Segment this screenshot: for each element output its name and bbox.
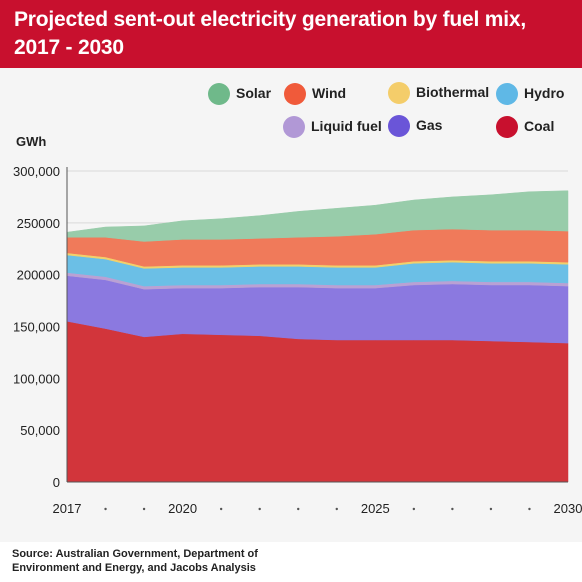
legend-swatch-wind [284,83,306,105]
legend-label-wind: Wind [312,85,347,101]
legend-swatch-liquid-fuel [283,116,305,138]
source-line-2: Environment and Energy, and Jacobs Analy… [12,562,256,574]
y-tick-label-1: 50,000 [20,423,60,438]
x-minor-tick-2 [142,507,146,511]
legend-label-biothermal: Biothermal [416,84,490,100]
legend-swatch-solar [208,83,230,105]
legend-label-liquid-fuel: Liquid fuel [311,118,382,134]
x-tick-label-2: 2025 [361,501,390,516]
x-minor-tick-1 [104,507,107,511]
source-line-1: Source: Australian Government, Departmen… [12,548,258,560]
area-solar [66,190,569,242]
legend-swatch-hydro [496,83,518,105]
legend-label-solar: Solar [236,85,272,101]
x-minor-tick-3 [181,507,184,511]
area-coal [66,320,569,483]
x-tick-label-1: 2020 [168,501,197,516]
y-tick-label-2: 100,000 [13,371,60,386]
y-axis-label: GWh [16,134,47,149]
x-minor-tick-0 [65,507,69,511]
x-minor-tick-10 [451,507,454,511]
x-minor-tick-9 [412,507,416,511]
y-tick-label-4: 200000 [17,268,60,283]
chart-title-line-1: Projected sent-out electricity generatio… [14,8,526,31]
x-tick-label-3: 2030 [554,501,582,516]
y-tick-label-5: 250000 [17,216,60,231]
x-minor-tick-4 [219,507,223,511]
legend-swatch-coal [496,116,518,138]
source-note: Source: Australian Government, Departmen… [12,547,332,575]
x-minor-tick-6 [297,507,300,511]
x-minor-tick-8 [374,507,377,511]
area-chart-plot: 0 50,000 100,000 150,000 200000 250000 300,000… [13,164,582,518]
y-tick-label-3: 150,000 [13,320,60,335]
legend-label-gas: Gas [416,117,443,133]
legend-label-hydro: Hydro [524,85,565,101]
area-layer [66,190,569,483]
chart-header: Projected sent-out electricity generatio… [0,0,582,68]
x-minor-tick-7 [335,507,338,511]
x-minor-tick-11 [489,507,493,511]
chart-title-line-2: 2017 - 2030 [14,36,124,59]
legend-label-coal: Coal [524,118,555,134]
y-tick-label-6: 300,000 [13,164,60,179]
axis-layer: 0 50,000 100,000 150,000 200000 250000 300,000… [13,164,582,518]
y-tick-label-0: 0 [53,475,60,490]
legend-swatch-biothermal [388,82,410,104]
x-minor-tick-12 [528,507,531,511]
legend-swatch-gas [388,115,410,137]
x-minor-tick-13 [566,507,570,511]
x-minor-tick-5 [258,507,261,511]
x-tick-label-0: 2017 [53,501,82,516]
